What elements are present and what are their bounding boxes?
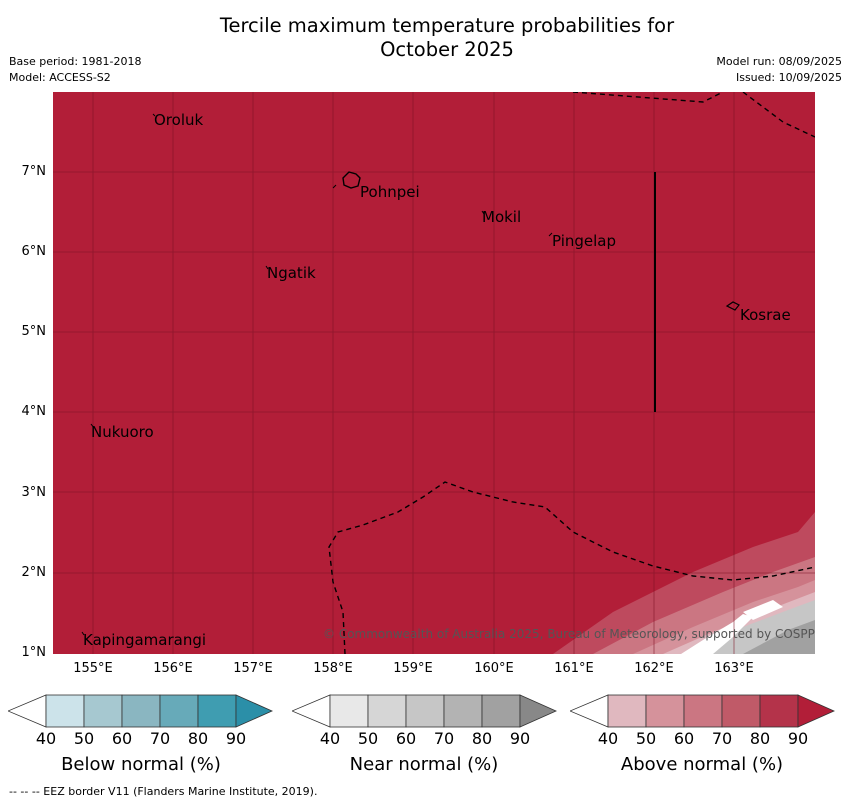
legend-below-swatch-1: [45, 694, 85, 728]
legend-tick: 80: [749, 729, 771, 748]
model-text: Model: ACCESS-S2: [9, 71, 111, 84]
place-pingelap: Pingelap: [552, 232, 617, 250]
issued-text: Issued: 10/09/2025: [735, 71, 842, 84]
legend-tick: 50: [635, 729, 657, 748]
legend-above-arrow-left: [570, 694, 609, 728]
y-tick-2n: 2°N: [21, 565, 47, 580]
x-tick-160e: 160°E: [474, 661, 514, 676]
legend-tick: 90: [509, 729, 531, 748]
y-tick-1n: 1°N: [21, 645, 47, 660]
place-nukuoro: Nukuoro: [91, 423, 154, 441]
legend-below-normal: [8, 694, 273, 728]
legend-below-swatch-2: [83, 694, 123, 728]
legend-above-swatch-4: [721, 694, 761, 728]
nukuoro-marker: [90, 423, 95, 429]
x-tick-157e: 157°E: [233, 661, 273, 676]
legend-above-normal: [570, 694, 835, 728]
white-patch-2: [743, 600, 783, 620]
y-tick-3n: 3°N: [21, 485, 47, 500]
x-tick-163e: 163°E: [714, 661, 754, 676]
pohnpei-island: [342, 171, 361, 189]
oroluk-marker: [152, 113, 156, 117]
legend-above-swatch-2: [645, 694, 685, 728]
legend-below-swatch-5: [197, 694, 237, 728]
y-tick-5n: 5°N: [21, 324, 47, 339]
legend-above-arrow-right: [797, 694, 835, 728]
legend-below-swatch-4: [159, 694, 199, 728]
eez-border: [328, 92, 815, 654]
legend-tick: 80: [187, 729, 209, 748]
legend-near-swatch-3: [405, 694, 445, 728]
map-area[interactable]: Oroluk Pohnpei Mokil Pingelap Ngatik Kos…: [53, 92, 815, 654]
place-kosrae: Kosrae: [740, 306, 791, 324]
place-oroluk: Oroluk: [154, 111, 204, 129]
legend-near-title: Near normal (%): [349, 754, 499, 775]
x-tick-158e: 158°E: [313, 661, 353, 676]
eez-footnote: -- -- -- EEZ border V11 (Flanders Marine…: [9, 785, 318, 798]
legend-below-swatch-3: [121, 694, 161, 728]
x-tick-162e: 162°E: [634, 661, 674, 676]
legend-below-arrow-left: [8, 694, 47, 728]
map-title: Tercile maximum temperature probabilitie…: [219, 14, 675, 61]
pingelap-marker: [548, 232, 553, 237]
legend-below-title: Below normal (%): [61, 754, 221, 775]
kosrae-island: [725, 301, 740, 311]
legend-tick: 40: [319, 729, 341, 748]
near-normal-band-dark: [743, 620, 815, 654]
kapingamarangi-marker: [81, 631, 85, 636]
x-tick-159e: 159°E: [393, 661, 433, 676]
legend-tick: 70: [433, 729, 455, 748]
legend-above-swatch-5: [759, 694, 799, 728]
base-period-text: Base period: 1981-2018: [9, 55, 142, 68]
legend-near-swatch-2: [367, 694, 407, 728]
legend-tick: 50: [357, 729, 379, 748]
legend-tick: 60: [395, 729, 417, 748]
y-tick-6n: 6°N: [21, 244, 47, 259]
legend-tick: 60: [673, 729, 695, 748]
legend-tick: 70: [149, 729, 171, 748]
x-tick-156e: 156°E: [153, 661, 193, 676]
y-tick-7n: 7°N: [21, 164, 47, 179]
place-kapingamarangi: Kapingamarangi: [83, 631, 207, 649]
copyright-text: © Commonwealth of Australia 2025, Bureau…: [323, 627, 815, 641]
ngatik-marker: [265, 265, 269, 270]
place-pohnpei: Pohnpei: [360, 183, 420, 201]
legend-above-title: Above normal (%): [620, 754, 784, 775]
x-tick-155e: 155°E: [73, 661, 113, 676]
model-run-text: Model run: 08/09/2025: [716, 55, 842, 68]
legend-near-arrow-right: [519, 694, 557, 728]
legend-near-swatch-5: [481, 694, 521, 728]
meta-right: Model run: 08/09/2025 Issued: 10/09/2025: [716, 54, 842, 86]
legend-tick: 60: [111, 729, 133, 748]
legend-near-arrow-left: [292, 694, 331, 728]
legend-below-arrow-right: [235, 694, 273, 728]
white-patch: [681, 614, 753, 654]
legend-tick: 40: [35, 729, 57, 748]
place-mokil: Mokil: [482, 208, 522, 226]
legend-tick: 80: [471, 729, 493, 748]
pohnpei-islet: [332, 184, 337, 189]
meta-left: Base period: 1981-2018 Model: ACCESS-S2: [9, 54, 141, 86]
legend-tick: 90: [787, 729, 809, 748]
y-tick-4n: 4°N: [21, 404, 47, 419]
legend-near-swatch-1: [329, 694, 369, 728]
legend-tick: 70: [711, 729, 733, 748]
above-normal-fill: [53, 92, 815, 654]
mokil-marker: [481, 210, 485, 215]
legend-tick: 40: [597, 729, 619, 748]
legend-above-swatch-1: [607, 694, 647, 728]
legend-near-swatch-4: [443, 694, 483, 728]
legend-tick: 90: [225, 729, 247, 748]
x-tick-161e: 161°E: [554, 661, 594, 676]
legend-near-normal: [292, 694, 557, 728]
place-ngatik: Ngatik: [267, 264, 316, 282]
legend-tick: 50: [73, 729, 95, 748]
map-canvas: [53, 92, 815, 654]
legend-above-swatch-3: [683, 694, 723, 728]
